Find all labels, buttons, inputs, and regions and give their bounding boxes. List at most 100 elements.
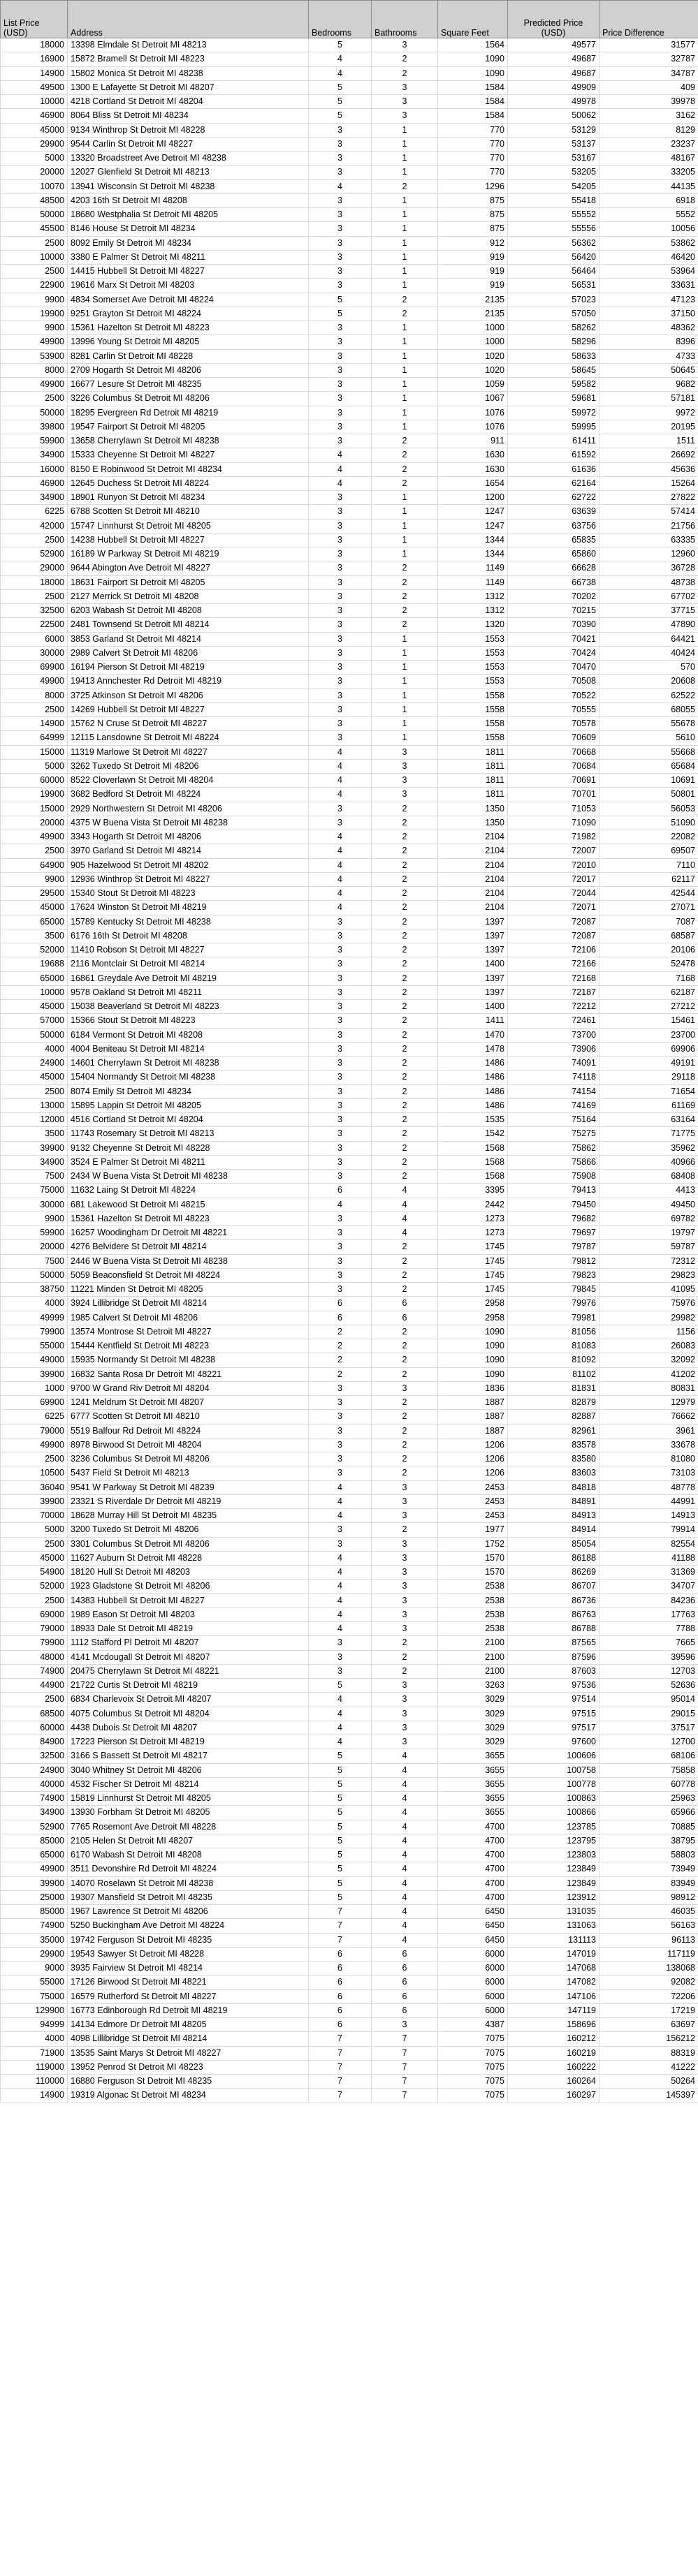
list-price-cell: 2500 [0,1692,68,1707]
predicted-price-cell: 83603 [507,1466,599,1481]
bathrooms-cell: 4 [371,1749,438,1764]
price-difference-cell: 92082 [599,1975,698,1990]
bedrooms-cell: 6 [308,2003,372,2019]
table-row: 34900 18901 Runyon St Detroit MI 48234 3 1 1… [0,490,698,506]
bathrooms-cell: 1 [371,122,438,138]
predicted-price-cell: 79812 [507,1253,599,1269]
table-row: 49000 15935 Normandy St Detroit MI 48238 2… [0,1353,698,1368]
bathrooms-cell: 1 [371,391,438,406]
price-difference-cell: 49450 [599,1197,698,1212]
address-cell: 11221 Minden St Detroit MI 48205 [67,1281,309,1297]
square-feet-cell: 3029 [437,1706,508,1721]
price-difference-cell: 26083 [599,1338,698,1354]
header-bathrooms: Bathrooms [371,0,438,38]
address-cell: 1300 E Lafayette St Detroit MI 48207 [67,80,309,96]
price-difference-cell: 69782 [599,1211,698,1227]
square-feet-cell: 1090 [437,66,508,81]
table-row: 59900 13658 Cherrylawn St Detroit MI 4823… [0,433,698,449]
bedrooms-cell: 4 [308,1197,372,1212]
bedrooms-cell: 3 [308,1140,372,1156]
price-difference-cell: 59787 [599,1239,698,1255]
bathrooms-cell: 6 [371,1975,438,1990]
bedrooms-cell: 6 [308,2017,372,2033]
square-feet-cell: 1811 [437,744,508,760]
address-cell: 9541 W Parkway St Detroit MI 48239 [67,1480,309,1495]
square-feet-cell: 3029 [437,1692,508,1707]
price-difference-cell: 36728 [599,561,698,576]
square-feet-cell: 770 [437,136,508,152]
square-feet-cell: 1584 [437,108,508,124]
predicted-price-cell: 59681 [507,391,599,406]
bathrooms-cell: 4 [371,1890,438,1906]
bathrooms-cell: 6 [371,1310,438,1325]
predicted-price-cell: 123849 [507,1876,599,1891]
predicted-price-cell: 85054 [507,1536,599,1552]
address-cell: 12115 Lansdowne St Detroit MI 48224 [67,730,309,746]
bathrooms-cell: 3 [371,1621,438,1637]
predicted-price-cell: 71090 [507,815,599,831]
square-feet-cell: 1000 [437,320,508,336]
table-row: 19688 2116 Montclair St Detroit MI 48214 3… [0,957,698,972]
price-difference-cell: 60778 [599,1776,698,1793]
square-feet-cell: 3655 [437,1749,508,1764]
bedrooms-cell: 4 [308,448,372,463]
bedrooms-cell: 5 [308,1876,372,1891]
predicted-price-cell: 123785 [507,1819,599,1834]
list-price-cell: 65000 [0,971,68,986]
price-difference-cell: 58803 [599,1847,698,1863]
bathrooms-cell: 3 [371,1720,438,1736]
table-row: 69900 16194 Pierson St Detroit MI 48219 3 1… [0,659,698,675]
table-row: 18000 18631 Fairport St Detroit MI 48205 3… [0,575,698,590]
bedrooms-cell: 3 [308,1225,372,1241]
bathrooms-cell: 2 [371,1154,438,1170]
table-row: 2500 2127 Merrick St Detroit MI 48208 3 2 13… [0,589,698,605]
price-difference-cell: 37715 [599,603,698,619]
bedrooms-cell: 3 [308,999,372,1015]
list-price-cell: 59900 [0,1225,68,1241]
bathrooms-cell: 2 [371,1451,438,1467]
bedrooms-cell: 3 [308,348,372,364]
table-row: 8000 3725 Atkinson St Detroit MI 48206 3 1 1… [0,688,698,703]
bathrooms-cell: 2 [371,829,438,845]
address-cell: 17223 Pierson St Detroit MI 48219 [67,1734,309,1750]
table-row: 64900 905 Hazelwood St Detroit MI 48202 4 2… [0,858,698,873]
table-row: 2500 14383 Hubbell St Detroit MI 48227 4 3 2… [0,1593,698,1608]
predicted-price-cell: 58262 [507,320,599,336]
bathrooms-cell: 3 [371,1692,438,1707]
price-difference-cell: 145397 [599,2088,698,2103]
bedrooms-cell: 3 [308,334,372,350]
table-row: 39900 16832 Santa Rosa Dr Detroit MI 4822… [0,1367,698,1382]
table-row: 79900 13574 Montrose St Detroit MI 48227 2… [0,1324,698,1340]
price-difference-cell: 41202 [599,1367,698,1382]
table-row: 40000 4532 Fischer St Detroit MI 48214 5 4 3… [0,1776,698,1793]
bedrooms-cell: 3 [308,1394,372,1411]
predicted-price-cell: 70684 [507,758,599,774]
bathrooms-cell: 4 [371,1847,438,1863]
bedrooms-cell: 3 [308,1663,372,1679]
address-cell: 15819 Linnhurst St Detroit MI 48205 [67,1790,309,1806]
bathrooms-cell: 3 [371,1734,438,1750]
bathrooms-cell: 1 [371,362,438,378]
bedrooms-cell: 3 [308,702,372,718]
list-price-cell: 34900 [0,448,68,463]
bedrooms-cell: 7 [308,1918,372,1934]
list-price-cell: 49999 [0,1310,68,1325]
listings-table: List Price (USD) Address Bedrooms Bathro… [0,0,698,2103]
list-price-cell: 38750 [0,1281,68,1297]
table-row: 2500 3236 Columbus St Detroit MI 48206 3 2 1… [0,1451,698,1467]
square-feet-cell: 875 [437,207,508,223]
square-feet-cell: 1553 [437,645,508,661]
table-row: 94999 14134 Edmore Dr Detroit MI 48205 6 3 4… [0,2017,698,2033]
address-cell: 3040 Whitney St Detroit MI 48206 [67,1762,309,1778]
address-cell: 9544 Carlin St Detroit MI 48227 [67,136,309,152]
list-price-cell: 60000 [0,1720,68,1736]
table-row: 13000 15895 Lappin St Detroit MI 48205 3 2 1… [0,1098,698,1114]
square-feet-cell: 1149 [437,575,508,590]
bathrooms-cell: 2 [371,1324,438,1340]
table-row: 34900 15333 Cheyenne St Detroit MI 48227 4… [0,448,698,463]
address-cell: 3200 Tuxedo St Detroit MI 48206 [67,1522,309,1538]
price-difference-cell: 37150 [599,306,698,322]
bedrooms-cell: 5 [308,1776,372,1793]
price-difference-cell: 84236 [599,1593,698,1608]
address-cell: 19319 Algonac St Detroit MI 48234 [67,2088,309,2103]
